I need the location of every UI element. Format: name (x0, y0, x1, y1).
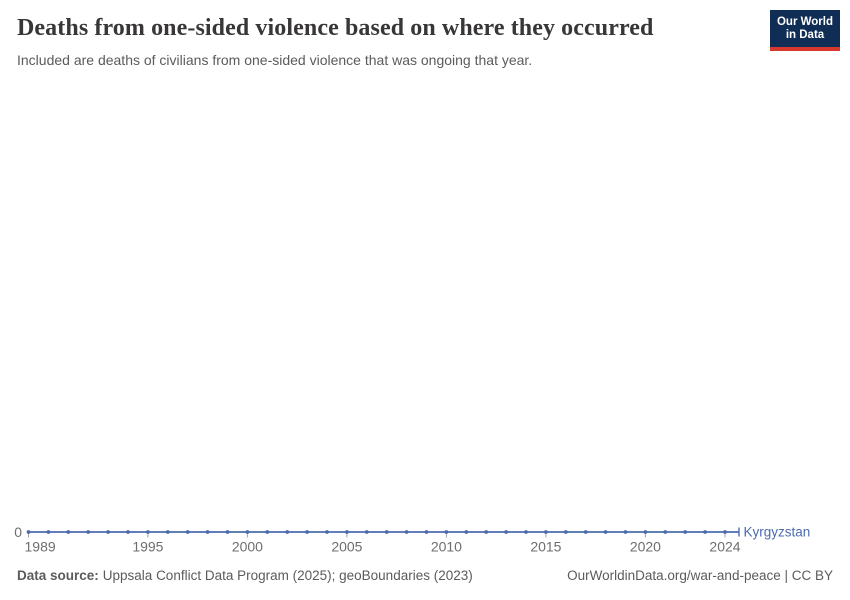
x-axis-tick-label: 2015 (530, 539, 561, 555)
data-point[interactable] (723, 530, 727, 534)
x-axis-tick-label: 2024 (709, 539, 740, 555)
data-point[interactable] (364, 530, 369, 534)
data-point[interactable] (26, 530, 31, 534)
data-point[interactable] (106, 530, 110, 534)
data-point[interactable] (444, 530, 449, 534)
data-point[interactable] (603, 530, 608, 534)
data-point[interactable] (504, 530, 508, 534)
data-point[interactable] (305, 530, 309, 534)
data-point[interactable] (424, 530, 429, 534)
data-point[interactable] (86, 530, 91, 534)
data-point[interactable] (205, 530, 210, 534)
data-source-label: Data source: (17, 568, 99, 583)
owid-logo-line2: in Data (785, 28, 825, 41)
chart-title: Deaths from one-sided violence based on … (17, 15, 654, 41)
footer: Data source: Uppsala Conflict Data Progra… (17, 567, 833, 584)
data-point[interactable] (185, 530, 190, 534)
data-point[interactable] (544, 530, 548, 534)
data-point[interactable] (663, 530, 668, 534)
data-point[interactable] (643, 530, 648, 534)
data-point[interactable] (484, 530, 489, 534)
data-point[interactable] (225, 530, 230, 534)
entity-label[interactable]: Kyrgyzstan (744, 525, 811, 540)
chart-subtitle: Included are deaths of civilians from on… (17, 52, 533, 68)
data-point[interactable] (384, 530, 389, 534)
data-point[interactable] (583, 530, 588, 534)
data-point[interactable] (563, 530, 568, 534)
x-axis-tick-label: 1989 (25, 539, 56, 555)
owid-logo-red-bar (770, 47, 840, 51)
data-point[interactable] (404, 530, 409, 534)
data-point[interactable] (165, 530, 170, 534)
x-axis-tick-label: 2005 (331, 539, 362, 555)
data-point[interactable] (285, 530, 290, 534)
footer-license-link[interactable]: OurWorldinData.org/war-and-peace | CC BY (567, 568, 833, 583)
x-axis-tick-label: 2020 (630, 539, 661, 555)
data-point[interactable] (325, 530, 329, 534)
data-point[interactable] (66, 530, 71, 534)
data-point[interactable] (345, 530, 349, 534)
data-point[interactable] (464, 530, 469, 534)
data-source-text[interactable]: Uppsala Conflict Data Program (2025); ge… (102, 568, 473, 583)
data-source-note: Data source: Uppsala Conflict Data Progra… (17, 567, 473, 584)
data-point[interactable] (126, 530, 130, 534)
data-point[interactable] (703, 530, 707, 534)
x-axis-tick-label: 2010 (431, 539, 462, 555)
data-point[interactable] (683, 530, 688, 534)
data-point[interactable] (265, 530, 270, 534)
data-point[interactable] (524, 530, 528, 534)
data-point[interactable] (623, 530, 628, 534)
y-axis-zero-label: 0 (14, 524, 22, 540)
x-axis-tick-label: 2000 (232, 539, 263, 555)
owid-logo-line1: Our World (776, 15, 833, 28)
owid-logo[interactable]: Our World in Data (770, 10, 840, 51)
x-axis-tick-label: 1995 (132, 539, 163, 555)
data-point[interactable] (245, 530, 250, 534)
owid-logo-box: Our World in Data (770, 10, 840, 47)
data-point[interactable] (146, 530, 150, 534)
data-point[interactable] (46, 530, 51, 534)
